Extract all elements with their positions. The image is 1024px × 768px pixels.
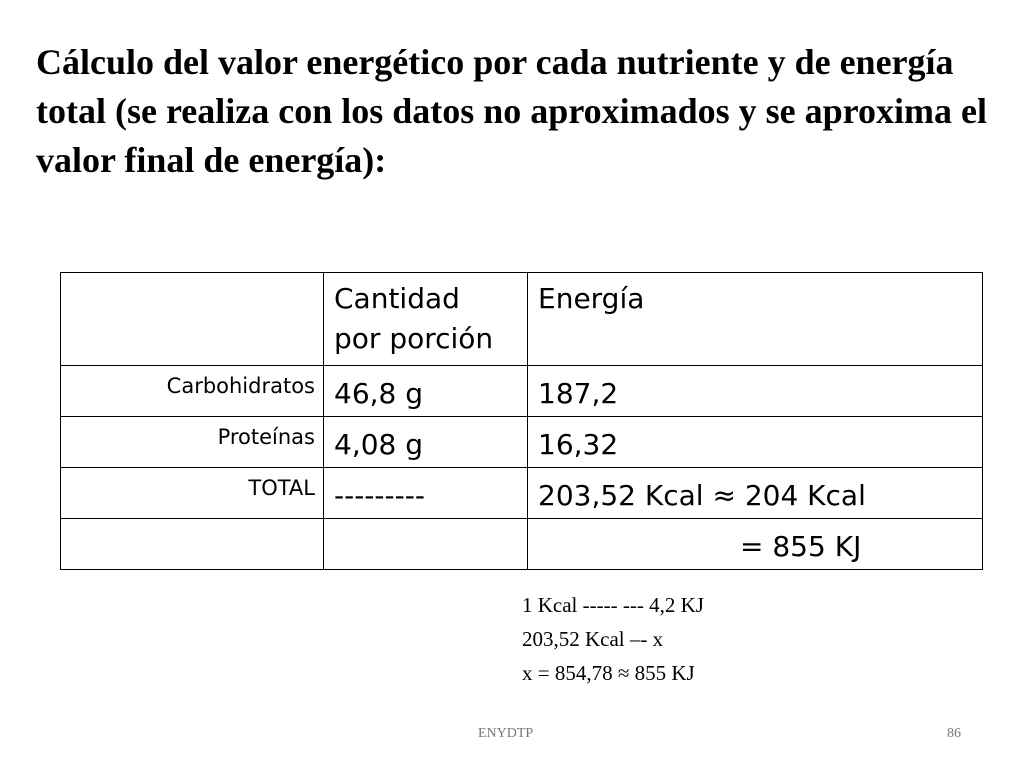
calc-line-4: x = 854,78 ≈ 855 KJ [522,661,695,685]
header-cantidad-line2: por porción [334,322,494,355]
conversion-calculation: 1 Kcal ----- --- 4,2 KJ 203,52 Kcal –- x… [522,588,704,690]
row-energia: = 855 KJ [527,518,983,570]
calc-line-1: 1 Kcal ----- --- 4,2 KJ [522,593,704,617]
row-energia: 203,52 Kcal ≈ 204 Kcal [527,467,983,519]
header-cell-empty [60,272,324,366]
table-row: TOTAL --------- 203,52 Kcal ≈ 204 Kcal [60,467,983,519]
page-number: 86 [947,726,961,741]
table-header-row: Cantidad por porción Energía [60,272,983,366]
calc-line-2: 203,52 Kcal –- x [522,627,664,651]
row-energia: 16,32 [527,416,983,468]
row-label: TOTAL [60,467,324,519]
header-cell-energia: Energía [527,272,983,366]
row-label: Carbohidratos [60,365,324,417]
row-cantidad [323,518,528,570]
row-cantidad: 46,8 g [323,365,528,417]
row-cantidad: --------- [323,467,528,519]
header-cell-cantidad: Cantidad por porción [323,272,528,366]
slide-title: Cálculo del valor energético por cada nu… [36,42,987,180]
footer-source: ENYDTP [478,726,534,741]
header-cantidad-line1: Cantidad [334,282,460,315]
table-row: = 855 KJ [60,518,983,570]
energy-table: Cantidad por porción Energía Carbohidrat… [60,272,983,570]
table-row: Proteínas 4,08 g 16,32 [60,416,983,468]
row-cantidad: 4,08 g [323,416,528,468]
table-row: Carbohidratos 46,8 g 187,2 [60,365,983,417]
row-label: Proteínas [60,416,324,468]
row-label [60,518,324,570]
row-energia: 187,2 [527,365,983,417]
